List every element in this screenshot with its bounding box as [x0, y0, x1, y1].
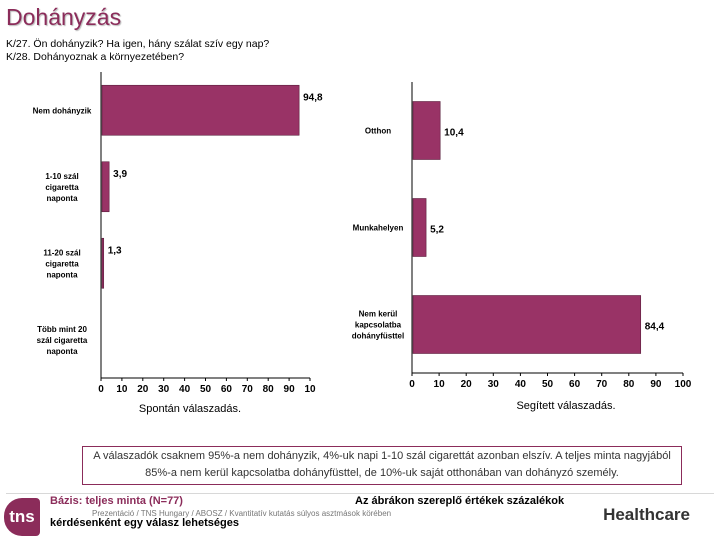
- x-tick-label: 50: [542, 379, 554, 390]
- page-title: Dohányzás: [6, 4, 122, 30]
- x-tick-label: 70: [596, 379, 608, 390]
- x-tick-label: 40: [179, 384, 191, 395]
- category-label: Nem dohányzik: [33, 106, 92, 115]
- x-tick-label: 30: [158, 384, 170, 395]
- question-k27: K/27. Ön dohányzik? Ha igen, hány szálat…: [6, 38, 270, 50]
- footer-units: Az ábrákon szereplő értékek százalékok: [355, 495, 565, 507]
- x-tick-label: 0: [409, 379, 415, 390]
- x-tick-label: 20: [461, 379, 473, 390]
- x-tick-label: 80: [263, 384, 275, 395]
- category-label-line: naponta: [46, 270, 78, 279]
- x-tick-label: 10: [434, 379, 446, 390]
- category-label-line: naponta: [46, 347, 78, 356]
- category-label: 1-10 szál cigaretta naponta: [45, 172, 79, 203]
- question-k28: K/28. Dohányoznak a környezetében?: [6, 51, 185, 63]
- data-label: 3,9: [113, 169, 127, 180]
- category-label-line: 1-10 szál: [45, 172, 78, 181]
- x-tick-label: 90: [650, 379, 662, 390]
- bar: [412, 295, 642, 354]
- data-label: 10,4: [444, 128, 464, 139]
- bar: [101, 237, 105, 289]
- bar: [412, 101, 441, 160]
- footer-divider: [6, 493, 714, 494]
- x-tick-label: 60: [221, 384, 233, 395]
- brand-healthcare: Healthcare: [603, 505, 690, 524]
- footer-base: Bázis: teljes minta (N=77): [50, 495, 183, 507]
- x-tick-label: 40: [515, 379, 527, 390]
- x-tick-label: 90: [284, 384, 296, 395]
- x-tick-label: 10: [116, 384, 128, 395]
- category-label-line: Nem dohányzik: [33, 106, 92, 115]
- category-label: 11-20 szál cigaretta naponta: [43, 248, 80, 279]
- category-label-line: kapcsolatba: [355, 321, 402, 330]
- bar: [412, 198, 427, 257]
- x-tick-label: 60: [569, 379, 581, 390]
- x-tick-label: 10: [304, 384, 316, 395]
- x-tick-label: 70: [242, 384, 254, 395]
- category-label: Munkahelyen: [353, 224, 404, 233]
- footer-presentation: Prezentáció / TNS Hungary / ABOSZ / Kvan…: [92, 509, 392, 518]
- chart-smoking-frequency: 0 10 20 30 40 50 60 70 80 90 10 Spontán válaszadás.…: [33, 72, 323, 415]
- category-label: Otthon: [365, 127, 391, 136]
- category-label-line: Több mint 20: [37, 325, 87, 334]
- data-label: 84,4: [645, 322, 665, 333]
- category-label-line: cigaretta: [45, 183, 79, 192]
- x-axis-label: Spontán válaszadás.: [139, 403, 241, 415]
- x-tick-label: 100: [675, 379, 692, 390]
- category-label-line: Munkahelyen: [353, 224, 404, 233]
- category-label-line: 11-20 szál: [43, 248, 80, 257]
- category-label: Több mint 20 szál cigaretta naponta: [37, 325, 88, 356]
- tns-logo: tns: [4, 498, 40, 536]
- x-tick-label: 0: [98, 384, 104, 395]
- category-label-line: szál cigaretta: [37, 336, 88, 345]
- charts-canvas: 0 10 20 30 40 50 60 70 80 90 10 Spontán válaszadás.…: [33, 72, 692, 415]
- x-tick-label: 50: [200, 384, 212, 395]
- bar: [101, 161, 110, 213]
- category-label-line: cigaretta: [45, 259, 79, 268]
- data-label: 1,3: [108, 245, 122, 256]
- footer-answers: kérdésenként egy válasz lehetséges: [50, 517, 239, 529]
- x-tick-label: 30: [488, 379, 500, 390]
- bar: [101, 84, 300, 136]
- x-tick-label: 20: [137, 384, 149, 395]
- x-axis-label: Segített válaszadás.: [516, 400, 615, 412]
- category-label: Nem kerül kapcsolatba dohányfüsttel: [352, 310, 404, 341]
- category-label-line: naponta: [46, 194, 78, 203]
- category-label-line: Nem kerül: [359, 310, 398, 319]
- x-tick-label: 80: [623, 379, 635, 390]
- data-label: 5,2: [430, 225, 444, 236]
- chart-smoke-exposure: 0 10 20 30 40 50 60 70 80 90 100 Segített válaszadá…: [352, 82, 692, 412]
- category-label-line: Otthon: [365, 127, 391, 136]
- summary-box: A válaszadók csaknem 95%-a nem dohányzik…: [82, 446, 682, 485]
- category-label-line: dohányfüsttel: [352, 332, 404, 341]
- data-label: 94,8: [303, 92, 323, 103]
